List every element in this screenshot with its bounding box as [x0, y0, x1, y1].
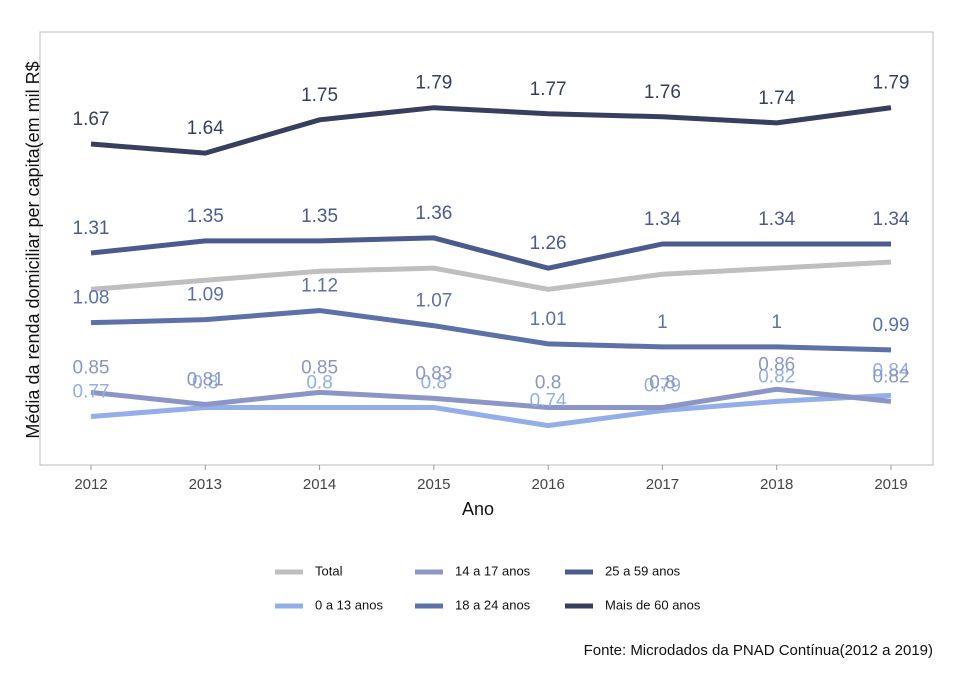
y-axis-label: Média da renda domiciliar per capita(em … — [23, 61, 43, 438]
data-label: 1.77 — [530, 79, 567, 100]
series-line — [90, 386, 892, 410]
data-label: 1.34 — [758, 209, 795, 230]
data-label: 1.26 — [530, 233, 567, 254]
data-label: 1.36 — [415, 203, 452, 224]
data-label: 1.34 — [644, 209, 681, 230]
series-line — [90, 105, 892, 156]
data-label: 0.77 — [73, 382, 110, 403]
data-label: 0.99 — [873, 315, 910, 336]
data-label: 0.8 — [649, 372, 675, 393]
x-tick-label: 2016 — [531, 476, 564, 493]
legend-label: 25 a 59 anos — [605, 563, 681, 578]
data-label: 0.74 — [530, 391, 567, 412]
data-label: 1.34 — [873, 209, 910, 230]
data-label: 0.8 — [306, 372, 332, 393]
data-label: 1.12 — [301, 276, 338, 297]
data-label: 0.79 — [644, 376, 681, 397]
data-label: 0.85 — [301, 357, 338, 378]
data-label: 0.84 — [873, 360, 910, 381]
data-label: 1.64 — [187, 118, 224, 139]
data-label: 1.07 — [415, 291, 452, 312]
series-line — [90, 308, 892, 353]
legend-label: Mais de 60 anos — [605, 597, 701, 612]
data-label: 1 — [771, 312, 782, 333]
data-label: 1.08 — [73, 288, 110, 309]
series-line — [90, 392, 892, 429]
data-label: 1 — [657, 312, 668, 333]
data-label: 1.76 — [644, 82, 681, 103]
x-tick-label: 2015 — [417, 476, 450, 493]
data-label: 1.79 — [873, 73, 910, 94]
data-label: 1.35 — [187, 206, 224, 227]
data-label: 1.01 — [530, 309, 567, 330]
legend-label: Total — [315, 563, 343, 578]
data-label: 1.79 — [415, 73, 452, 94]
x-tick-label: 2013 — [189, 476, 222, 493]
data-label: 0.8 — [192, 372, 218, 393]
legend-label: 0 a 13 anos — [315, 597, 383, 612]
series-line — [90, 259, 892, 292]
data-label: 1.74 — [758, 88, 795, 109]
x-tick-label: 2017 — [646, 476, 679, 493]
data-label: 0.82 — [873, 366, 910, 387]
series-line — [90, 235, 891, 271]
legend-label: 18 a 24 anos — [455, 597, 531, 612]
data-label: 0.83 — [415, 363, 452, 384]
data-label: 0.86 — [758, 354, 795, 375]
data-label: 0.82 — [758, 366, 795, 387]
legend-label: 14 a 17 anos — [455, 563, 531, 578]
data-label: 0.8 — [421, 372, 447, 393]
x-tick-label: 2014 — [303, 476, 336, 493]
source-note: Fonte: Microdados da PNAD Contínua(2012 … — [584, 642, 933, 659]
data-label: 1.75 — [301, 85, 338, 106]
data-label: 1.09 — [187, 285, 224, 306]
x-axis-label: Ano — [462, 499, 494, 519]
x-tick-label: 2012 — [74, 476, 107, 493]
data-label: 1.67 — [73, 109, 110, 130]
data-label: 0.8 — [535, 372, 561, 393]
data-label: 0.85 — [73, 357, 110, 378]
data-label: 0.81 — [187, 369, 224, 390]
data-label: 1.35 — [301, 206, 338, 227]
x-tick-label: 2019 — [874, 476, 907, 493]
data-label: 1.31 — [73, 218, 110, 239]
x-tick-label: 2018 — [760, 476, 793, 493]
plot-frame — [39, 31, 934, 466]
